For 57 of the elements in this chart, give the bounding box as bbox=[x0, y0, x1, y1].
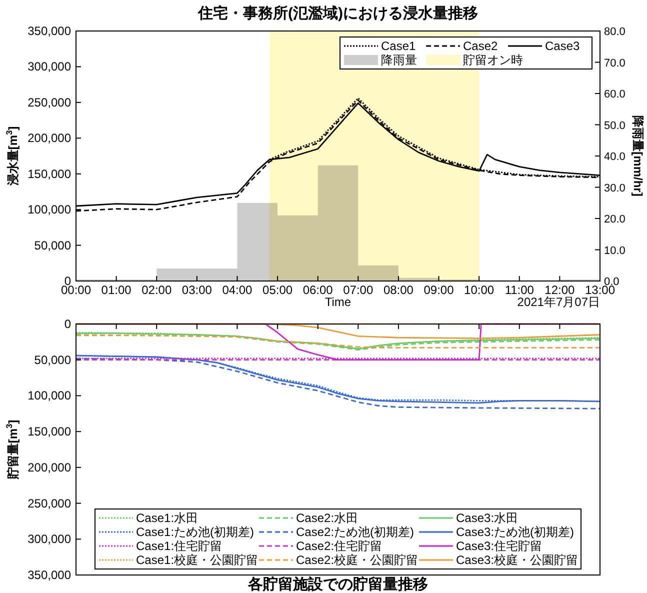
y-tick-label: 300,000 bbox=[28, 532, 72, 546]
x-tick-label: 07:00 bbox=[343, 283, 374, 297]
y2-tick-label: 30.0 bbox=[604, 182, 626, 194]
legend-label: 降雨量 bbox=[381, 53, 417, 67]
y-tick-label: 100,000 bbox=[28, 388, 72, 403]
legend-label: Case3 bbox=[545, 39, 580, 53]
text: 2021年7月07日 bbox=[517, 295, 600, 309]
y-tick-label: 150,000 bbox=[28, 166, 72, 181]
x-tick-label: 12:00 bbox=[544, 283, 576, 297]
y-tick-label: 350,000 bbox=[28, 568, 72, 582]
text: 各貯留施設での貯留量推移 bbox=[247, 576, 428, 593]
legend-label: Case2:校庭・公園貯留 bbox=[296, 553, 418, 567]
y-tick-label: 350,000 bbox=[28, 24, 72, 38]
y-tick-label: 150,000 bbox=[28, 424, 72, 439]
y2-tick-label: 10.0 bbox=[604, 244, 626, 257]
x-tick-label: 09:00 bbox=[424, 283, 454, 297]
y-tick-label: 300,000 bbox=[28, 60, 72, 74]
legend-label: Case1:ため池(初期差) bbox=[136, 525, 254, 539]
y-tick-label: 250,000 bbox=[28, 496, 72, 510]
legend-label: Case2 bbox=[463, 39, 498, 53]
y-tick-label: 50,000 bbox=[34, 238, 72, 252]
y2-tick-label: 40.0 bbox=[604, 151, 626, 163]
legend-label: Case3:住宅貯留 bbox=[456, 539, 542, 553]
y2-tick-label: 20.0 bbox=[604, 214, 626, 226]
legend-label: Case1:水田 bbox=[136, 511, 198, 525]
y-tick-label: 100,000 bbox=[28, 202, 72, 217]
x-axis-title: Time bbox=[324, 295, 352, 309]
chart-title: 住宅・事務所(氾濫域)における浸水量推移 bbox=[197, 4, 478, 22]
y-tick-label: 50,000 bbox=[34, 352, 72, 367]
legend-label: Case1:校庭・公園貯留 bbox=[136, 553, 258, 567]
y2-tick-label: 70.0 bbox=[604, 57, 626, 70]
legend-label: Case2:水田 bbox=[296, 511, 358, 525]
x-tick-label: 05:00 bbox=[262, 283, 293, 297]
y2-tick-label: 50.0 bbox=[604, 120, 626, 132]
x-tick-label: 03:00 bbox=[182, 283, 212, 297]
legend-label: Case1 bbox=[381, 39, 416, 53]
x-tick-label: 06:00 bbox=[302, 283, 334, 297]
y2-tick-label: 80.0 bbox=[604, 26, 626, 38]
x-tick-label: 02:00 bbox=[142, 283, 172, 297]
y-tick-label: 200,000 bbox=[28, 131, 72, 146]
legend-label: Case2:ため池(初期差) bbox=[296, 525, 414, 539]
x-tick-label: 01:00 bbox=[101, 283, 132, 297]
legend-label: Case1:住宅貯留 bbox=[136, 539, 222, 553]
y2-tick-label: 60.0 bbox=[604, 88, 626, 100]
y-tick-label: 0 bbox=[64, 317, 72, 331]
legend-label: Case2:住宅貯留 bbox=[296, 539, 382, 553]
y-tick-label: 200,000 bbox=[28, 460, 72, 474]
x-tick-label: 04:00 bbox=[222, 283, 253, 297]
y2-axis-title: 降雨量[mm/hr] bbox=[631, 116, 645, 196]
legend-label: Case3:水田 bbox=[456, 511, 518, 525]
legend-label: Case3:校庭・公園貯留 bbox=[456, 553, 578, 567]
x-tick-label: 10:00 bbox=[464, 283, 494, 297]
legend-label: Case3:ため池(初期差) bbox=[456, 525, 574, 539]
x-tick-label: 08:00 bbox=[383, 283, 414, 297]
x-tick-label: 11:00 bbox=[504, 283, 534, 297]
band-label: 貯留オン時 bbox=[463, 53, 523, 67]
y-tick-label: 250,000 bbox=[28, 95, 72, 110]
